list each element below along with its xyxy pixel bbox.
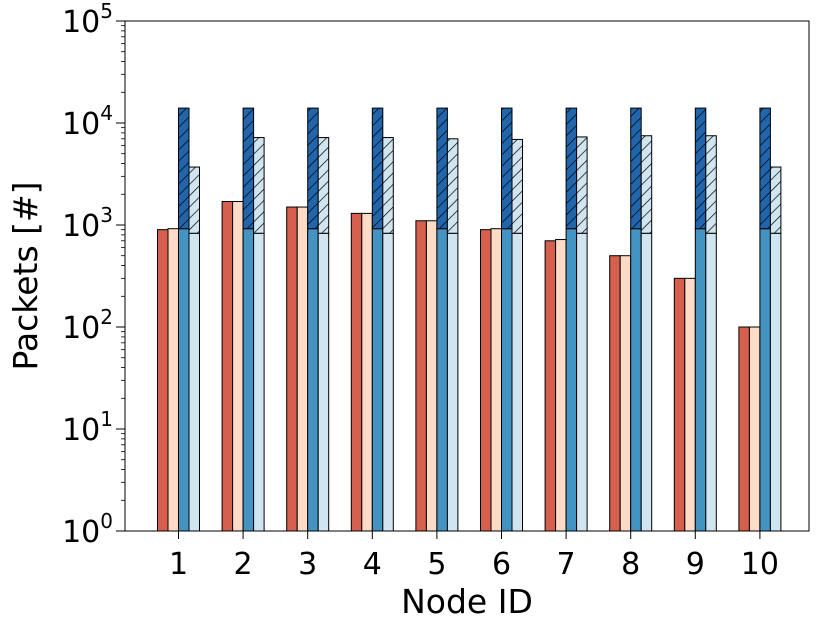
x-tick-label-3: 3 <box>298 547 317 582</box>
bar-series-3-hatch-pattern-node-4 <box>372 108 383 229</box>
bar-series-1-node-10 <box>738 326 750 532</box>
bar-series-3-node-3 <box>307 228 319 532</box>
y-tick-label: 104 <box>62 101 113 142</box>
y-tick-label: 100 <box>62 509 113 550</box>
bar-series-1-node-9 <box>673 277 686 532</box>
bar-series-4-hatch-pattern-node-9 <box>705 135 717 234</box>
x-tick-label-1: 1 <box>169 547 188 582</box>
bar-series-3-hatch-pattern-node-6 <box>501 108 512 229</box>
bar-series-4-node-5 <box>446 232 459 532</box>
bar-series-4-hatch-pattern-node-6 <box>512 139 523 234</box>
y-tick-label: 105 <box>62 0 113 40</box>
bar-series-2-node-4 <box>361 212 373 532</box>
bar-series-4-node-8 <box>640 232 653 532</box>
bar-series-1-node-8 <box>609 255 621 532</box>
bar-series-3-node-2 <box>242 228 255 532</box>
bar-series-2-node-5 <box>425 220 438 532</box>
bar-series-2-node-1 <box>167 228 179 532</box>
x-tick-label-5: 5 <box>427 547 446 582</box>
y-tick-label: 103 <box>62 203 113 244</box>
bar-series-4-hatch-pattern-node-2 <box>253 137 265 234</box>
bar-series-4-hatch-pattern-node-3 <box>318 137 329 234</box>
bar-series-4-hatch-pattern-node-4 <box>382 137 394 234</box>
bar-series-3-node-5 <box>436 228 448 532</box>
bar-series-4-node-9 <box>705 232 717 532</box>
bar-series-1-node-3 <box>286 206 298 532</box>
x-tick-label-4: 4 <box>363 547 382 582</box>
x-tick-label-6: 6 <box>492 547 511 582</box>
bar-series-4-node-10 <box>769 232 782 532</box>
x-axis-ticks: 1 2 3 4 5 6 7 8 9 10 <box>169 531 779 582</box>
bar-series-3-node-10 <box>759 228 771 532</box>
bar-series-3-hatch-pattern-node-2 <box>243 108 254 229</box>
bar-series-3-hatch-pattern-node-10 <box>759 108 771 229</box>
bar-series-3-node-9 <box>694 228 707 532</box>
bar-series-1-node-2 <box>221 200 234 532</box>
bar-series-4-hatch-pattern-node-8 <box>641 135 652 234</box>
bar-series-3-hatch-pattern-node-1 <box>178 108 189 229</box>
bar-series-2-node-10 <box>748 326 761 532</box>
bar-series-1-node-5 <box>415 220 427 532</box>
bar-series-3-node-8 <box>630 228 642 532</box>
bar-series-2-node-6 <box>490 228 502 532</box>
bar-series-1-node-1 <box>157 229 169 532</box>
bar-series-4-node-4 <box>382 232 394 532</box>
bar-series-1-node-6 <box>480 229 492 532</box>
bar-series-3-hatch-pattern-node-9 <box>695 108 706 229</box>
bar-series-3-node-7 <box>565 228 578 532</box>
bar-series-3-node-6 <box>501 228 513 532</box>
x-tick-label-8: 8 <box>621 547 640 582</box>
y-tick-label: 102 <box>62 305 113 346</box>
y-tick-label: 101 <box>62 407 113 448</box>
bar-series-2-node-2 <box>232 200 244 532</box>
bar-series-3-node-1 <box>178 228 190 532</box>
bar-series-4-node-3 <box>317 232 330 532</box>
bar-series-3-hatch-pattern-node-3 <box>307 108 319 229</box>
bar-series-2-node-3 <box>296 206 309 532</box>
bar-series-3-hatch-pattern-node-8 <box>630 108 642 229</box>
x-tick-label-2: 2 <box>234 547 253 582</box>
bar-series-2-node-9 <box>684 277 696 532</box>
x-tick-label-10: 10 <box>741 547 779 582</box>
plot-frame <box>124 20 810 532</box>
x-axis-label: Node ID <box>401 582 533 621</box>
bar-series-4-hatch-pattern-node-5 <box>447 138 458 234</box>
bar-series-3-hatch-pattern-node-5 <box>436 108 448 229</box>
x-tick-label-7: 7 <box>557 547 576 582</box>
bar-series-4-hatch-pattern-node-10 <box>770 167 781 234</box>
bars-layer <box>157 107 782 532</box>
bar-series-4-node-7 <box>576 232 588 532</box>
bar-series-1-node-7 <box>544 240 557 532</box>
bar-series-3-hatch-pattern-node-7 <box>566 108 577 229</box>
bar-series-4-node-6 <box>511 232 523 532</box>
bar-series-4-hatch-pattern-node-1 <box>189 167 200 234</box>
bar-series-4-hatch-pattern-node-7 <box>576 136 588 234</box>
bar-series-2-node-8 <box>619 255 632 532</box>
y-axis-label: Packets [#] <box>6 181 45 370</box>
x-tick-label-9: 9 <box>686 547 705 582</box>
y-axis-ticks: 100 101 102 103 104 105 <box>62 0 125 550</box>
bar-series-4-node-1 <box>188 232 200 532</box>
bar-series-2-node-7 <box>555 239 567 532</box>
bar-series-1-node-4 <box>350 212 363 532</box>
bar-series-3-node-4 <box>371 228 384 532</box>
bar-series-4-node-2 <box>253 232 265 532</box>
